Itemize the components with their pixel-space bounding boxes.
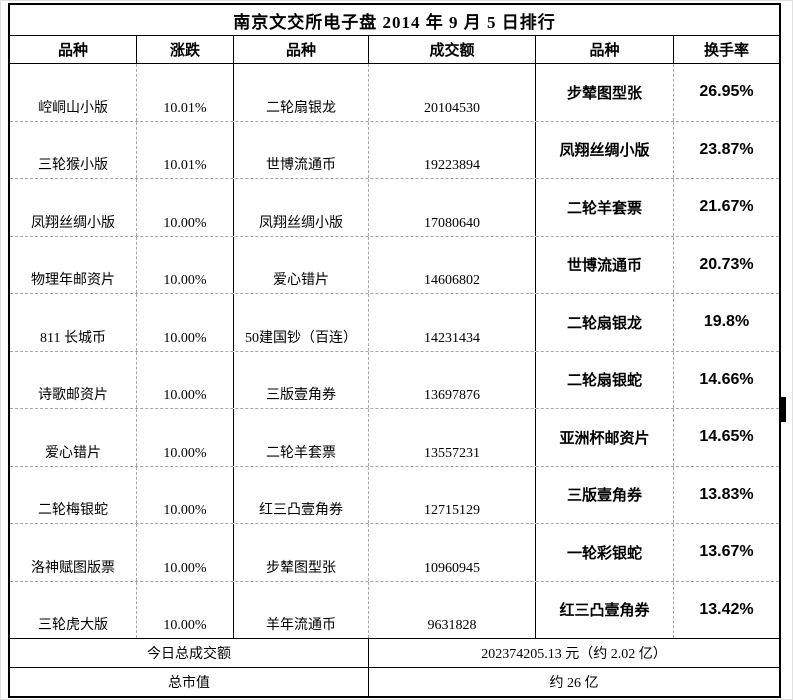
table-row: 诗歌邮资片 10.00% 三版壹角券 13697876 二轮扇银蛇 14.66% [10, 351, 779, 409]
cell-variety: 诗歌邮资片 [10, 351, 137, 408]
cell-variety: 二轮扇银蛇 [536, 351, 674, 408]
scrollbar-thumb[interactable] [781, 397, 786, 422]
cell-variety: 爱心错片 [10, 409, 137, 466]
cell-change-pct: 10.00% [137, 581, 234, 638]
cell-variety: 红三凸壹角券 [536, 581, 674, 638]
cell-change-pct: 10.00% [137, 409, 234, 466]
header-cell-change: 涨跌 [137, 36, 234, 63]
cell-variety: 步辇图型张 [234, 524, 369, 581]
cell-turnover-amount: 20104530 [369, 64, 536, 121]
cell-change-pct: 10.01% [137, 64, 234, 121]
header-cell-variety-2: 品种 [234, 36, 369, 63]
cell-change-pct: 10.00% [137, 236, 234, 293]
cell-turnover-rate: 23.87% [699, 140, 754, 158]
cell-variety: 物理年邮资片 [10, 236, 137, 293]
cell-variety: 一轮彩银蛇 [536, 524, 674, 581]
table-row: 爱心错片 10.00% 二轮羊套票 13557231 亚洲杯邮资片 14.65% [10, 409, 779, 467]
cell-variety: 崆峒山小版 [10, 64, 137, 121]
cell-turnover-rate: 13.83% [699, 485, 754, 503]
table-row: 二轮梅银蛇 10.00% 红三凸壹角券 12715129 三版壹角券 13.83… [10, 466, 779, 524]
cell-change-pct: 10.00% [137, 466, 234, 523]
cell-variety: 三轮虎大版 [10, 581, 137, 638]
cell-variety: 二轮梅银蛇 [10, 466, 137, 523]
cell-turnover-amount: 9631828 [369, 581, 536, 638]
cell-variety: 羊年流通币 [234, 581, 369, 638]
cell-turnover-amount: 14231434 [369, 294, 536, 351]
summary-label: 总市值 [10, 668, 369, 696]
cell-turnover-rate: 19.8% [703, 313, 750, 331]
table-title: 南京文交所电子盘 2014 年 9 月 5 日排行 [10, 5, 779, 36]
cell-turnover-amount: 13697876 [369, 351, 536, 408]
cell-variety: 三版壹角券 [536, 466, 674, 523]
table-row: 物理年邮资片 10.00% 爱心错片 14606802 世博流通币 20.73% [10, 236, 779, 294]
cell-turnover-amount: 12715129 [369, 466, 536, 523]
summary-value: 202374205.13 元（约 2.02 亿） [481, 647, 667, 662]
table-row: 三轮虎大版 10.00% 羊年流通币 9631828 红三凸壹角券 13.42% [10, 581, 779, 638]
cell-variety: 凤翔丝绸小版 [536, 121, 674, 178]
cell-variety: 811 长城币 [10, 294, 137, 351]
table-row: 洛神赋图版票 10.00% 步辇图型张 10960945 一轮彩银蛇 13.67… [10, 524, 779, 582]
summary-row-market-cap: 总市值 约 26 亿 [10, 668, 779, 696]
header-cell-turnover-amount: 成交额 [369, 36, 536, 63]
cell-turnover-amount: 10960945 [369, 524, 536, 581]
header-cell-turnover-rate: 换手率 [703, 43, 749, 59]
table-body: 崆峒山小版 10.01% 二轮扇银龙 20104530 步辇图型张 26.95%… [10, 64, 779, 638]
cell-turnover-rate: 13.67% [699, 543, 754, 561]
header-cell-variety-3: 品种 [536, 36, 674, 63]
cell-variety: 世博流通币 [234, 121, 369, 178]
cell-turnover-rate: 20.73% [699, 255, 754, 273]
cell-variety: 步辇图型张 [536, 64, 674, 121]
cell-turnover-rate: 26.95% [699, 83, 754, 101]
summary-label: 今日总成交额 [10, 639, 369, 667]
table-row: 811 长城币 10.00% 50建国钞（百连） 14231434 二轮扇银龙 … [10, 294, 779, 352]
ranking-table: 南京文交所电子盘 2014 年 9 月 5 日排行 品种 涨跌 品种 成交额 品… [8, 3, 781, 698]
cell-variety: 三轮猴小版 [10, 121, 137, 178]
cell-variety: 亚洲杯邮资片 [536, 409, 674, 466]
cell-variety: 二轮羊套票 [536, 179, 674, 236]
cell-turnover-rate: 14.66% [699, 370, 754, 388]
cell-variety: 凤翔丝绸小版 [234, 179, 369, 236]
cell-change-pct: 10.00% [137, 524, 234, 581]
cell-variety: 世博流通币 [536, 236, 674, 293]
cell-turnover-amount: 13557231 [369, 409, 536, 466]
cell-change-pct: 10.00% [137, 179, 234, 236]
table-summary: 今日总成交额 202374205.13 元（约 2.02 亿） 总市值 约 26… [10, 638, 779, 696]
cell-turnover-rate: 21.67% [699, 198, 754, 216]
table-row: 崆峒山小版 10.01% 二轮扇银龙 20104530 步辇图型张 26.95% [10, 64, 779, 122]
header-cell-variety-1: 品种 [10, 36, 137, 63]
cell-turnover-rate: 13.42% [699, 600, 754, 618]
summary-value: 约 26 亿 [549, 676, 599, 691]
cell-variety: 二轮扇银龙 [536, 294, 674, 351]
table-row: 三轮猴小版 10.01% 世博流通币 19223894 凤翔丝绸小版 23.87… [10, 121, 779, 179]
cell-variety: 三版壹角券 [234, 351, 369, 408]
cell-change-pct: 10.00% [137, 351, 234, 408]
cell-turnover-amount: 19223894 [369, 121, 536, 178]
cell-variety: 50建国钞（百连） [234, 294, 369, 351]
cell-variety: 二轮羊套票 [234, 409, 369, 466]
cell-turnover-rate: 14.65% [699, 428, 754, 446]
cell-variety: 红三凸壹角券 [234, 466, 369, 523]
cell-change-pct: 10.00% [137, 294, 234, 351]
cell-variety: 爱心错片 [234, 236, 369, 293]
cell-change-pct: 10.01% [137, 121, 234, 178]
cell-turnover-amount: 17080640 [369, 179, 536, 236]
table-header: 品种 涨跌 品种 成交额 品种 换手率 [10, 36, 779, 64]
table-row: 凤翔丝绸小版 10.00% 凤翔丝绸小版 17080640 二轮羊套票 21.6… [10, 179, 779, 237]
cell-turnover-amount: 14606802 [369, 236, 536, 293]
cell-variety: 二轮扇银龙 [234, 64, 369, 121]
cell-variety: 洛神赋图版票 [10, 524, 137, 581]
cell-variety: 凤翔丝绸小版 [10, 179, 137, 236]
summary-row-total-turnover: 今日总成交额 202374205.13 元（约 2.02 亿） [10, 639, 779, 668]
